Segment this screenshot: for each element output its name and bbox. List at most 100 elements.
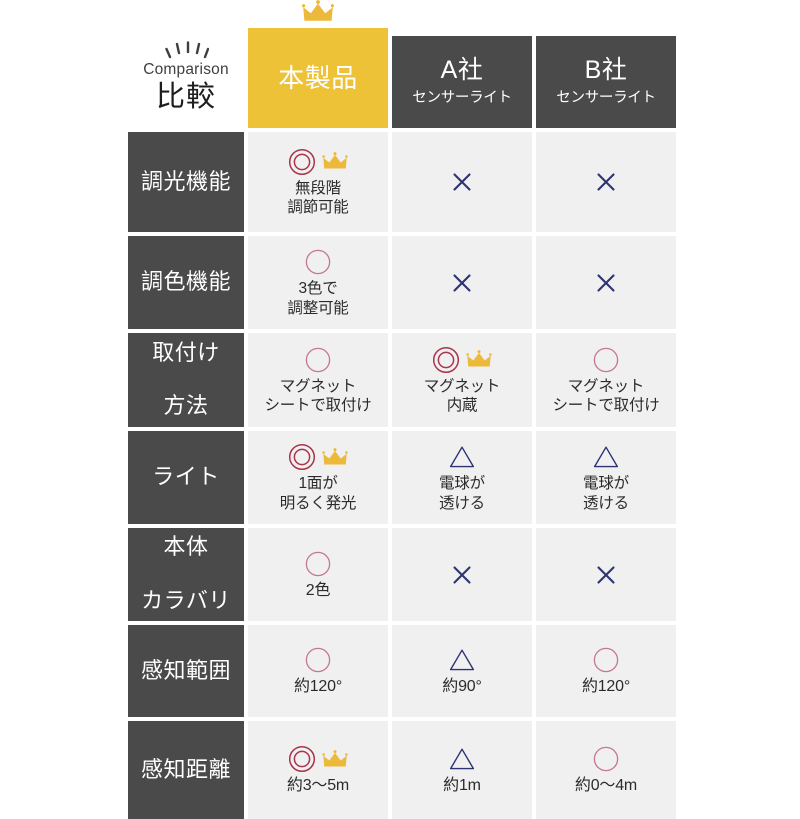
cell-r6-c1: 約1m: [392, 721, 532, 819]
value-text-line: マグネット: [279, 377, 357, 395]
cell-mark: [304, 645, 332, 675]
comparison-table: Comparison 比較 本製品 A社 センサーライト B社 センサーライト 調光機能 無段階…: [128, 0, 676, 819]
cell-mark: [304, 247, 332, 277]
triangle-icon: [449, 748, 475, 770]
cell-mark: [448, 442, 476, 472]
cell-mark: [595, 167, 617, 197]
cell-mark: [288, 442, 348, 472]
cell-mark: [451, 268, 473, 298]
cell-r1-c1: [392, 236, 532, 329]
cell-r5-c1: 約90°: [392, 625, 532, 717]
value-text-line: 3色で: [298, 280, 338, 298]
value-text-line: 2色: [305, 581, 331, 599]
value-text-line: 透ける: [439, 494, 485, 512]
cross-icon: [453, 273, 471, 292]
cross-icon: [453, 565, 471, 584]
crown-icon: [322, 749, 348, 766]
cross-icon: [453, 173, 471, 191]
column-header-company-a[interactable]: A社 センサーライト: [392, 36, 532, 128]
value-text-line: マグネット: [423, 377, 501, 395]
circle-icon: [305, 249, 331, 275]
cell-text: 3色で 調整可能: [287, 279, 348, 318]
cell-mark: [288, 147, 348, 177]
value-text-line: 調色機能: [140, 269, 231, 295]
row-label-4: 本体 カラバリ: [128, 528, 244, 621]
crown-icon: [466, 350, 492, 367]
double-circle-icon: [288, 148, 316, 175]
value-text-line: 電球が: [439, 475, 485, 493]
sunburst-icon: [165, 40, 209, 58]
cell-mark: [451, 560, 473, 590]
value-text-line: シートで取付け: [264, 397, 372, 414]
cell-r1-c0: 3色で 調整可能: [248, 236, 388, 329]
cell-mark: [592, 345, 620, 375]
row-label-2: 取付け 方法: [128, 333, 244, 427]
cell-mark: [288, 744, 348, 774]
heading-en: Comparison: [143, 60, 229, 78]
cell-r3-c0: 1面が 明るく発光: [248, 431, 388, 524]
cross-icon: [597, 173, 615, 191]
cell-mark: [451, 167, 473, 197]
circle-icon: [593, 746, 619, 772]
value-text-line: シートで取付け: [552, 397, 660, 414]
cell-mark: [592, 442, 620, 472]
double-circle-icon: [288, 745, 316, 773]
value-text-line: 透ける: [583, 494, 629, 512]
circle-icon: [593, 647, 619, 673]
cell-text: 約120°: [294, 677, 342, 697]
cell-mark: [448, 645, 476, 675]
row-label-6: 感知距離: [128, 721, 244, 819]
cell-r1-c2: [536, 236, 676, 329]
column-header-name: A社: [440, 56, 484, 85]
cell-r6-c0: 約3〜5m: [248, 721, 388, 819]
cell-text: 1面が 明るく発光: [280, 474, 357, 513]
value-text-line: 取付け: [152, 339, 220, 365]
cell-mark: [304, 345, 332, 375]
value-text-line: マグネット: [567, 377, 645, 395]
table-heading: Comparison 比較: [128, 6, 244, 128]
row-label-3: ライト: [128, 431, 244, 524]
column-header-company-b[interactable]: B社 センサーライト: [536, 36, 676, 128]
row-label-0: 調光機能: [128, 132, 244, 232]
cell-r2-c1: マグネット 内蔵: [392, 333, 532, 427]
circle-icon: [305, 647, 331, 673]
cell-mark: [595, 268, 617, 298]
cell-r0-c2: [536, 132, 676, 232]
cell-text: 電球が 透ける: [583, 474, 629, 513]
cell-r4-c0: 2色: [248, 528, 388, 621]
column-header-product[interactable]: 本製品: [248, 0, 388, 128]
cell-text: 約90°: [442, 677, 482, 697]
value-text-line: 調光機能: [140, 168, 231, 194]
cell-r2-c0: マグネットシートで取付け: [248, 333, 388, 427]
circle-icon: [593, 347, 619, 372]
cell-r3-c2: 電球が 透ける: [536, 431, 676, 524]
value-text-line: 感知範囲: [140, 657, 231, 683]
crown-icon: [322, 152, 348, 169]
table-grid: Comparison 比較 本製品 A社 センサーライト B社 センサーライト 調光機能 無段階…: [128, 0, 688, 819]
cell-text: 約120°: [582, 677, 630, 697]
column-header-sub: センサーライト: [556, 89, 656, 106]
cell-r6-c2: 約0〜4m: [536, 721, 676, 819]
value-text-line: 約120°: [581, 678, 631, 695]
value-text-line: 調整可能: [287, 299, 349, 317]
circle-icon: [305, 551, 331, 576]
circle-icon: [305, 347, 331, 372]
cell-mark: [432, 345, 492, 375]
cell-mark: [595, 560, 617, 590]
cell-r4-c1: [392, 528, 532, 621]
cell-r5-c0: 約120°: [248, 625, 388, 717]
value-text-line: 約1m: [443, 777, 481, 794]
cell-text: マグネットシートで取付け: [552, 377, 659, 416]
value-text-line: 方法: [163, 393, 209, 419]
cell-r0-c1: [392, 132, 532, 232]
value-text-line: 調節可能: [287, 199, 349, 216]
triangle-icon: [449, 446, 475, 468]
cell-text: 約0〜4m: [575, 776, 637, 796]
heading-jp: 比較: [155, 80, 216, 113]
value-text-line: 約120°: [293, 678, 343, 695]
value-text-line: 内蔵: [446, 397, 478, 414]
row-label-1: 調色機能: [128, 236, 244, 329]
cross-icon: [597, 273, 615, 292]
value-text-line: 約3〜5m: [286, 777, 350, 794]
cell-text: 無段階 調節可能: [287, 179, 348, 218]
